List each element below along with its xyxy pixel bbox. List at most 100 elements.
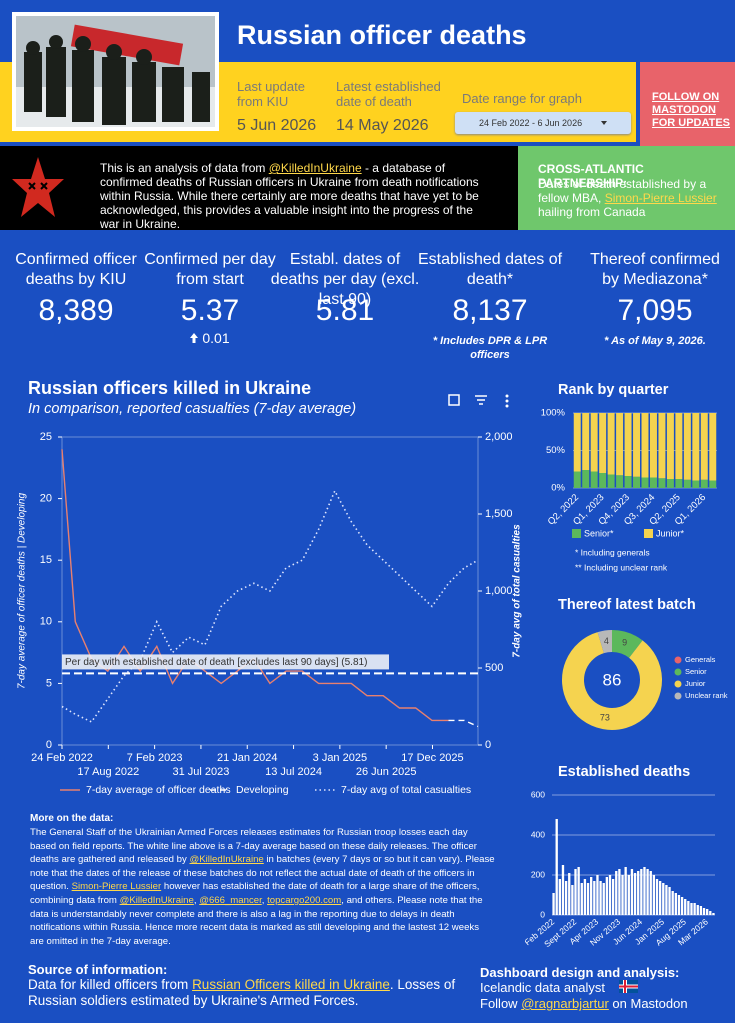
kpi-value: 5.37	[180, 294, 240, 327]
legend-swatch	[674, 668, 682, 676]
link[interactable]: @ragnarbjartur	[521, 996, 609, 1011]
bar-segment	[573, 413, 581, 472]
bar-segment	[692, 413, 700, 481]
more-title: More on the data:	[30, 813, 114, 824]
text-run: - a database of confirmed deaths of Russ…	[100, 161, 479, 231]
follow-link[interactable]: FOLLOW ON MASTODON FOR UPDATES	[652, 91, 731, 129]
legend-label: Junior*	[656, 528, 685, 538]
link[interactable]: @KilledInUkraine	[189, 854, 264, 866]
bar-segment	[683, 479, 691, 488]
text-run: Dates of death established by a fellow M…	[538, 177, 707, 205]
kpi: Confirmed per day from start 5.37 0.01	[135, 250, 285, 346]
bar-segment	[582, 413, 590, 470]
bar	[583, 879, 587, 915]
chart-icons[interactable]	[448, 394, 509, 408]
bar	[680, 897, 684, 915]
follow-box[interactable]: FOLLOW ON MASTODON FOR UPDATES	[640, 62, 735, 146]
bar	[649, 871, 652, 915]
bar	[593, 881, 596, 915]
text-run: , and others. Please note that the data …	[30, 894, 483, 947]
y-tick-label: 15	[40, 554, 52, 566]
source-title: Source of information:	[28, 962, 168, 977]
x-tick-label: 3 Jan 2025	[313, 752, 367, 764]
bar-segment	[599, 473, 607, 488]
text-run: ,	[261, 894, 268, 906]
kpi-value: 5.81	[315, 294, 375, 327]
text-run: hailing from Canada	[538, 205, 646, 219]
star-logo	[12, 157, 64, 217]
x-tick-label: 13 Jul 2024	[265, 766, 322, 778]
bar-segment	[573, 471, 581, 488]
bar	[580, 883, 583, 915]
bar	[646, 869, 649, 915]
y-tick-label: 5	[46, 677, 52, 689]
link[interactable]: Russian Officers killed in Ukraine	[192, 977, 390, 992]
bar	[668, 887, 671, 915]
kpi: Establ. dates of deaths per day (excl. l…	[270, 250, 420, 328]
legend-label: 7-day avg of total casualties	[341, 784, 471, 796]
bar	[655, 879, 659, 915]
reference-label: Per day with established date of death […	[65, 657, 367, 668]
kpi: Established dates of death* 8,137 * Includ…	[415, 250, 565, 362]
bar-segment	[675, 479, 683, 488]
kpi-value: 7,095	[617, 294, 693, 327]
y2-axis-title: 7-day avg of total casualties	[512, 524, 523, 658]
y-tick-label: 0%	[551, 483, 565, 494]
photo	[12, 12, 219, 131]
link[interactable]: Simon-Pierre Lussier	[604, 191, 717, 205]
bar	[662, 883, 665, 915]
kpi-note: * As of May 9, 2026.	[604, 335, 706, 347]
design-line: Icelandic data analyst	[480, 980, 606, 995]
text-run: . Losses of Russian soldiers estimated b…	[28, 977, 456, 1008]
donut-total: 86	[603, 670, 622, 689]
donut-chart: Thereof latest batch 9 73 4 86 Generals Senior…	[558, 597, 728, 730]
dropdown-arrow	[601, 121, 607, 125]
bar	[665, 885, 668, 915]
bar	[652, 875, 656, 915]
slice-label: 73	[600, 713, 610, 723]
date-range-dropdown[interactable]: 24 Feb 2022 - 6 Jun 2026	[455, 112, 631, 134]
last-update-label: Last update from KIU	[237, 79, 305, 109]
slice-label: 9	[622, 637, 627, 647]
main-chart: Russian officers killed in Ukraine In com…	[17, 378, 523, 796]
series-line	[61, 489, 479, 723]
x-tick-label: 31 Jul 2023	[172, 766, 229, 778]
bar	[558, 879, 562, 915]
y-tick-label: 400	[531, 829, 545, 839]
bar	[568, 873, 571, 915]
y-tick-label: 0	[46, 739, 52, 751]
bar-segment	[607, 474, 615, 488]
bar	[611, 879, 615, 915]
bar-segment	[590, 413, 598, 472]
legend-swatch	[674, 680, 682, 688]
iceland-flag	[619, 980, 638, 993]
bar-segment	[624, 413, 632, 476]
link[interactable]: topcargo200.com	[267, 894, 342, 906]
bar-segment	[709, 413, 717, 481]
bar	[687, 901, 690, 915]
link[interactable]: Simon-Pierre Lussier	[71, 881, 162, 893]
donut-slice	[562, 632, 662, 730]
link[interactable]: @KilledInUkraine	[268, 161, 362, 175]
bar	[684, 899, 687, 915]
kpi-value: 8,137	[452, 294, 528, 327]
link[interactable]: @666_mancer	[199, 894, 262, 906]
latest-label: Latest established date of death	[336, 79, 441, 109]
text-run: The General Staff of the Ukrainian Armed…	[30, 827, 477, 866]
y2-tick-label: 2,000	[485, 431, 513, 443]
partnership-text: Dates of death established by a fellow M…	[538, 177, 718, 219]
y-tick-label: 0	[540, 909, 545, 919]
design-title: Dashboard design and analysis:	[480, 965, 680, 980]
link[interactable]: @KilledInUkraine	[119, 894, 194, 906]
latest: 14 May 2026	[336, 117, 429, 134]
bar	[552, 893, 555, 915]
text-run: Data for killed officers from	[28, 977, 193, 992]
chart-title: Established deaths	[558, 764, 690, 780]
bar	[674, 893, 677, 915]
slice-label: 4	[604, 636, 609, 646]
bar-segment	[641, 413, 649, 478]
bar	[702, 908, 706, 915]
intro-band	[0, 146, 518, 230]
legend-swatch	[644, 529, 653, 538]
